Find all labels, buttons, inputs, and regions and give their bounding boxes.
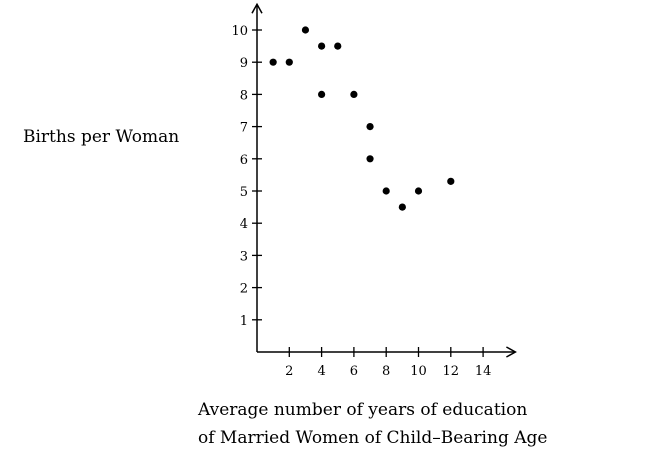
x-tick-label: 14 (475, 364, 492, 379)
data-point (269, 58, 277, 66)
axes (251, 2, 517, 358)
data-point (318, 90, 326, 98)
x-tick-label: 4 (317, 364, 325, 379)
x-axis-arrow (506, 346, 517, 358)
x-tick-label: 12 (443, 364, 460, 379)
data-point (285, 58, 293, 66)
data-point (334, 42, 342, 50)
data-point (447, 177, 455, 185)
y-tick-label: 5 (240, 185, 248, 200)
y-axis-arrow (251, 2, 263, 14)
data-point (350, 90, 358, 98)
y-tick-label: 4 (240, 217, 248, 232)
y-axis-label: Births per Woman (23, 127, 179, 147)
y-tick-label: 3 (240, 249, 248, 264)
y-tick-label: 9 (240, 56, 248, 71)
data-point (366, 123, 374, 131)
data-point (398, 203, 406, 211)
x-tick-label: 8 (382, 364, 390, 379)
y-tick-label: 2 (240, 282, 248, 297)
data-point (301, 26, 310, 34)
data-points (269, 26, 455, 211)
data-point (382, 187, 390, 195)
data-point (366, 155, 374, 163)
data-point (414, 187, 423, 195)
y-tick-label: 1 (240, 314, 248, 329)
x-axis-label-line-1: Average number of years of education (197, 400, 527, 420)
x-tick-label: 10 (410, 364, 427, 379)
x-axis-label-line-2: of Married Women of Child–Bearing Age (198, 428, 547, 448)
data-point (318, 42, 326, 50)
x-tick-label: 6 (350, 364, 358, 379)
y-tick-label: 7 (240, 121, 248, 136)
y-tick-label: 10 (231, 24, 248, 39)
y-tick-label: 6 (240, 153, 248, 168)
x-tick-label: 2 (285, 364, 293, 379)
y-tick-label: 8 (240, 88, 248, 103)
